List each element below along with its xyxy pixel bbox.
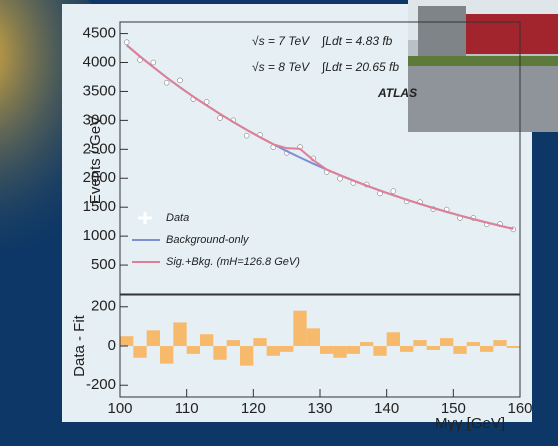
residual-bar — [467, 342, 480, 346]
legend-label: Background-only — [166, 234, 250, 246]
chart: √s = 7 TeV ∫Ldt = 4.83 fb √s = 8 TeV ∫Ld… — [0, 0, 558, 446]
photo — [408, 0, 558, 132]
residual-bar — [227, 340, 240, 346]
y-tick-label: 0 — [108, 337, 116, 354]
y-tick-label: 500 — [91, 256, 116, 273]
annotation: ∫Ldt = 20.65 fb — [321, 60, 399, 74]
y-axis-label: Data - Fit — [71, 314, 88, 377]
annotation: √s = 7 TeV — [252, 34, 310, 48]
x-tick-label: 110 — [175, 400, 199, 417]
x-tick-label: 140 — [374, 400, 399, 417]
annotation: ATLAS — [377, 86, 417, 100]
residual-bar — [307, 328, 320, 346]
residual-bar — [373, 346, 386, 356]
residual-bar — [413, 340, 426, 346]
residual-bar — [507, 346, 520, 348]
residual-bar — [440, 338, 453, 346]
residual-bar — [427, 346, 440, 350]
y-tick-label: 4500 — [83, 25, 116, 42]
residual-bar — [213, 346, 226, 360]
residual-bar — [240, 346, 253, 366]
legend-label: Sig.+Bkg. (mH=126.8 GeV) — [166, 256, 300, 268]
residual-bar — [493, 340, 506, 346]
residual-bar — [387, 332, 400, 346]
residual-bar — [187, 346, 200, 354]
y-tick-label: 200 — [91, 298, 116, 315]
x-tick-label: 120 — [241, 400, 266, 417]
y-tick-label: 2000 — [83, 169, 116, 186]
residual-bar — [333, 346, 346, 358]
y-tick-label: 3500 — [83, 82, 116, 99]
page: √s = 7 TeV ∫Ldt = 4.83 fb √s = 8 TeV ∫Ld… — [0, 0, 558, 446]
residual-bar — [200, 334, 213, 346]
residual-bar — [293, 311, 306, 346]
residual-bar — [320, 346, 333, 354]
x-axis-label: Mγγ [GeV] — [435, 415, 505, 432]
residual-bar — [253, 338, 266, 346]
data-point — [218, 116, 223, 121]
data-point — [124, 40, 129, 45]
y-tick-label: 1500 — [83, 198, 116, 215]
data-point — [164, 80, 169, 85]
residual-bar — [160, 346, 173, 364]
residual-bar — [400, 346, 413, 352]
y-tick-label: 2500 — [83, 140, 116, 157]
residual-bar — [267, 346, 280, 356]
data-point — [391, 189, 396, 194]
y-axis-label: Events / GeV — [87, 116, 104, 204]
x-tick-label: 150 — [441, 400, 466, 417]
data-point — [151, 60, 156, 65]
data-point — [244, 133, 249, 138]
y-tick-label: 4000 — [83, 53, 116, 70]
annotation: √s = 8 TeV — [252, 60, 310, 74]
residual-bar — [453, 346, 466, 354]
legend-label: Data — [166, 212, 189, 224]
residual-bar — [480, 346, 493, 352]
residual-bar — [133, 346, 146, 358]
data-point — [178, 78, 183, 83]
residual-bar — [173, 322, 186, 346]
y-tick-label: -200 — [86, 376, 116, 393]
residual-bar — [147, 330, 160, 346]
x-tick-label: 100 — [107, 400, 132, 417]
residual-bar — [347, 346, 360, 354]
y-tick-label: 1000 — [83, 227, 116, 244]
x-tick-label: 130 — [307, 400, 332, 417]
residual-bar — [120, 336, 133, 346]
x-tick-label: 160 — [507, 400, 532, 417]
annotation: ∫Ldt = 4.83 fb — [321, 34, 393, 48]
y-tick-label: 3000 — [83, 111, 116, 128]
residual-bar — [360, 342, 373, 346]
residual-bar — [280, 346, 293, 352]
